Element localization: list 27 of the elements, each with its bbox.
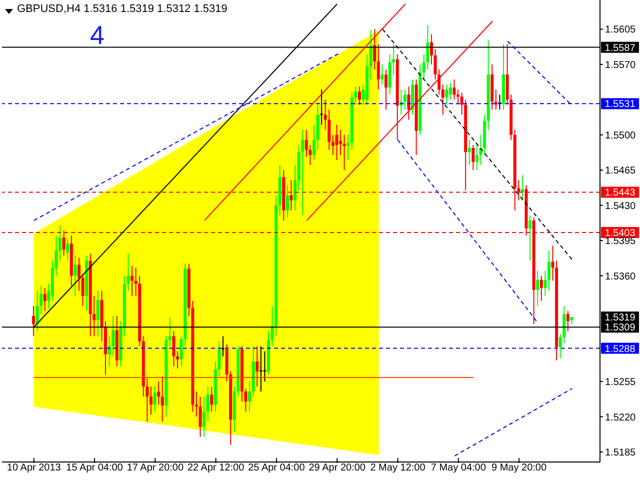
ref-line-label: 1.5309 (604, 322, 636, 334)
x-tick-label: 7 May 04:00 (430, 462, 486, 474)
x-tick-label: 9 May 20:00 (492, 462, 547, 474)
y-tick-label: 1.5500 (605, 130, 636, 142)
y-tick-label: 1.5220 (605, 412, 636, 424)
x-tick-label: 15 Apr 04:00 (66, 462, 124, 474)
annotation: 4 (90, 20, 104, 51)
ref-line-label: 1.5587 (604, 42, 636, 54)
x-tick-label: 22 Apr 12:00 (187, 462, 245, 474)
text: 1.5319 (604, 312, 636, 324)
x-tick-label: 10 Apr 2013 (6, 462, 62, 474)
x-tick-label: 2 May 12:00 (370, 462, 426, 474)
y-tick-label: 1.5255 (605, 377, 636, 388)
ref-line-label: 1.5443 (604, 188, 636, 199)
y-tick-label: 1.5360 (605, 271, 636, 282)
chart-title: GBPUSD,H4 1.5316 1.5319 1.5312 1.5319 (17, 3, 228, 15)
y-tick-label: 1.5570 (605, 60, 636, 71)
x-tick-label: 25 Apr 04:00 (248, 462, 306, 474)
y-tick-label: 1.5185 (605, 447, 636, 458)
x-tick-label: 29 Apr 20:00 (308, 462, 366, 474)
x-tick-label: 17 Apr 20:00 (126, 462, 184, 474)
y-tick-label: 1.5430 (605, 200, 636, 212)
y-tick-label: 1.5395 (605, 236, 636, 248)
ref-line-label: 1.5288 (604, 344, 636, 355)
y-tick-label: 1.5465 (605, 166, 636, 177)
ref-line-label: 1.5531 (604, 99, 636, 110)
y-tick-label: 1.5605 (605, 24, 636, 36)
